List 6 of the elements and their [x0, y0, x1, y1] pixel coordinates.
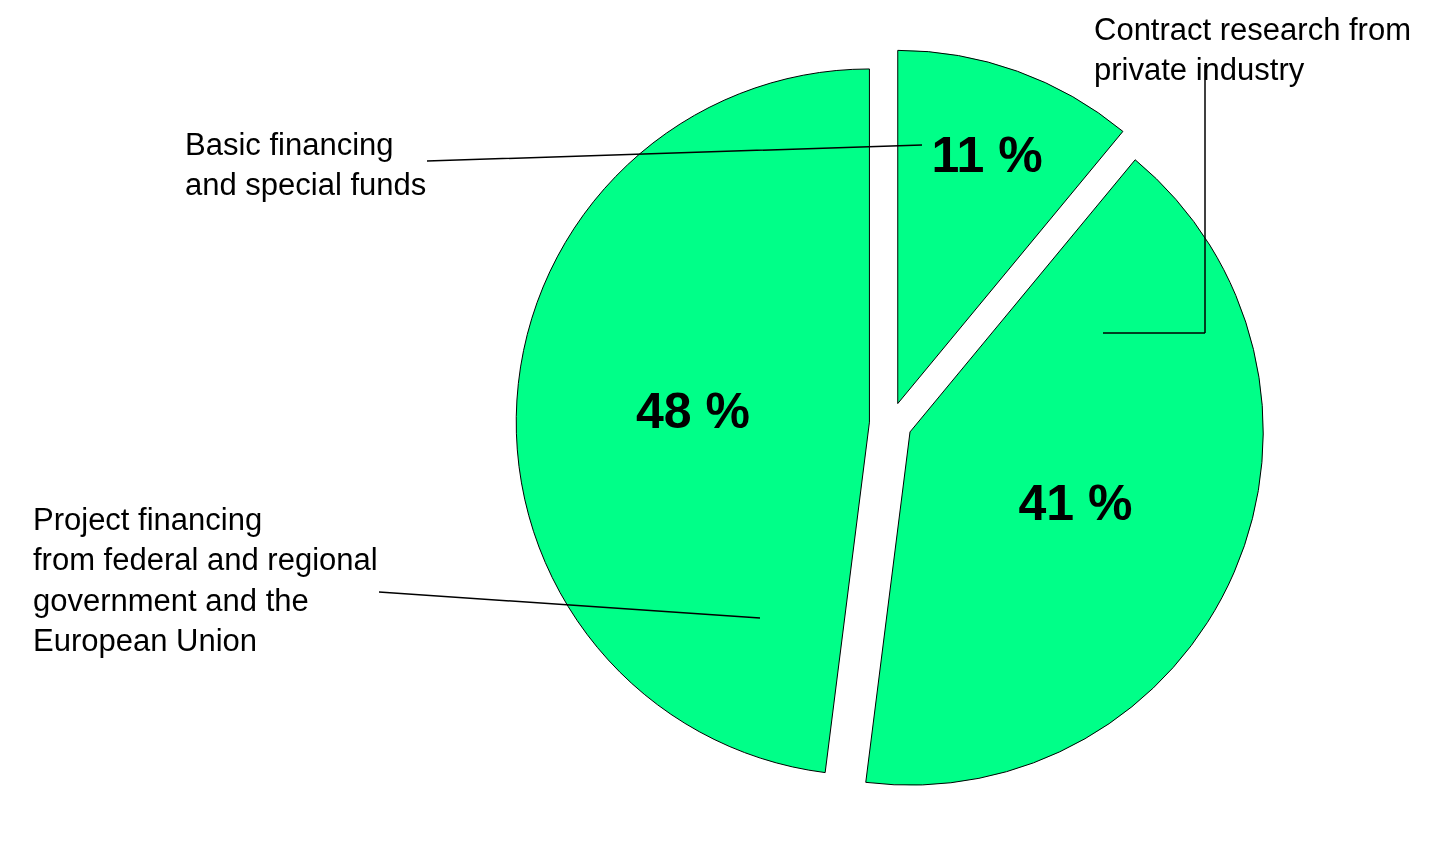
slice-label: Basic financing and special funds — [185, 127, 427, 203]
data-label: 48 % — [636, 383, 750, 440]
data-label: 11 % — [931, 127, 1043, 184]
data-label: 41 % — [1018, 475, 1133, 532]
slice-label: Project financing from federal and regional government and the European Union — [33, 502, 378, 658]
slice-label: Contract research from private industry — [1094, 12, 1411, 88]
